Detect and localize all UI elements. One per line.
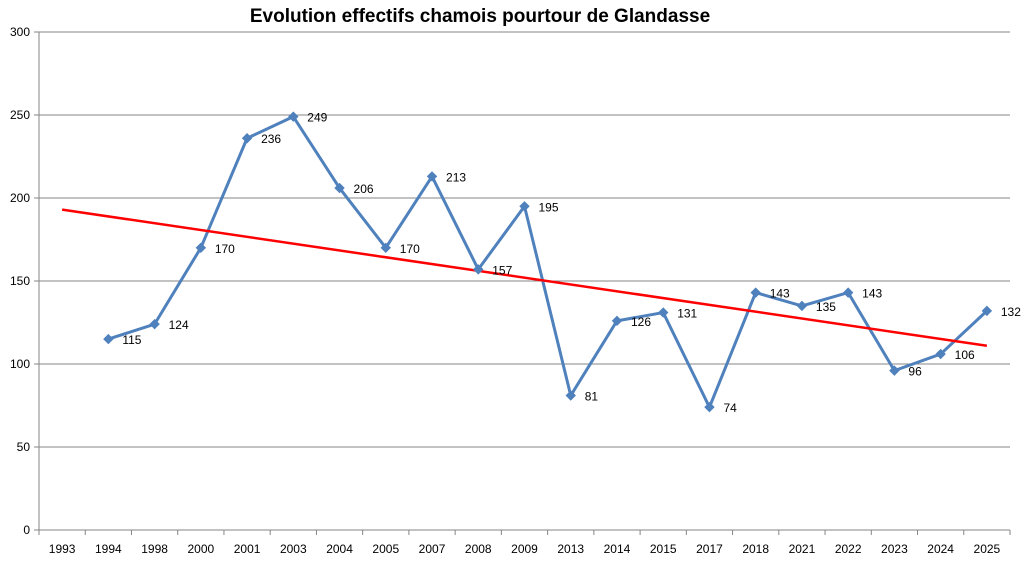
x-tick-label: 2017 (696, 542, 723, 556)
x-tick-label: 2013 (557, 542, 584, 556)
x-tick-label: 2009 (511, 542, 538, 556)
x-tick-label: 2025 (974, 542, 1001, 556)
x-tick-label: 2001 (234, 542, 261, 556)
y-tick-label: 100 (10, 357, 30, 371)
data-point (704, 401, 715, 413)
chart-title: Evolution effectifs chamois pourtour de … (249, 6, 711, 27)
data-label: 74 (723, 401, 737, 415)
data-label: 132 (1001, 305, 1021, 319)
x-tick-label: 2004 (326, 542, 353, 556)
data-point (658, 307, 669, 318)
data-point (889, 365, 900, 376)
x-tick-label: 2008 (465, 542, 492, 556)
data-label: 170 (400, 242, 420, 256)
x-tick-label: 2015 (650, 542, 677, 556)
x-tick-label: 2021 (789, 542, 816, 556)
data-label: 143 (862, 287, 882, 301)
data-label: 135 (816, 300, 836, 314)
data-point (288, 111, 299, 122)
x-tick-label: 2014 (604, 542, 631, 556)
data-point (611, 315, 623, 327)
series-line (107, 115, 988, 409)
x-tick-label: 1998 (141, 542, 168, 556)
data-label: 157 (492, 263, 512, 277)
x-tick-label: 2022 (835, 542, 862, 556)
x-tick-label: 1994 (95, 542, 122, 556)
data-label: 170 (215, 242, 235, 256)
x-tick-label: 2023 (881, 542, 908, 556)
data-point (380, 242, 391, 254)
data-point (334, 182, 345, 194)
data-point (842, 287, 854, 298)
data-label: 126 (631, 315, 651, 329)
data-label: 249 (307, 111, 327, 125)
x-tick-label: 1993 (49, 542, 76, 556)
x-tick-label: 2000 (187, 542, 214, 556)
x-tick-label: 2018 (742, 542, 769, 556)
x-tick-label: 2003 (280, 542, 307, 556)
data-point (981, 305, 993, 317)
data-label: 115 (122, 333, 141, 347)
y-tick-label: 200 (10, 191, 30, 205)
data-label: 206 (354, 182, 374, 196)
data-label: 213 (446, 170, 466, 184)
data-point (935, 348, 946, 360)
data-point (796, 300, 808, 312)
data-label: 236 (261, 132, 281, 146)
y-tick-label: 250 (10, 108, 30, 122)
data-point (103, 333, 114, 345)
x-tick-label: 2024 (927, 542, 954, 556)
y-tick-label: 0 (23, 523, 30, 537)
data-point (195, 242, 207, 254)
data-point (750, 287, 761, 298)
y-tick-label: 50 (17, 440, 31, 454)
data-point (565, 390, 576, 401)
x-tick-label: 2005 (372, 542, 399, 556)
x-tick-label: 2007 (419, 542, 446, 556)
data-point (426, 171, 438, 182)
data-label: 96 (908, 365, 922, 379)
data-point (149, 318, 160, 330)
data-label: 131 (677, 307, 697, 321)
y-tick-label: 300 (10, 25, 30, 39)
trendline (61, 208, 988, 347)
data-label: 124 (169, 318, 189, 332)
data-label: 106 (955, 348, 975, 362)
data-label: 143 (770, 287, 790, 301)
data-label: 195 (539, 200, 559, 214)
y-tick-label: 150 (10, 274, 30, 288)
data-point (519, 201, 530, 212)
data-point (241, 133, 253, 144)
data-label: 81 (585, 390, 599, 404)
data-point (473, 264, 484, 275)
